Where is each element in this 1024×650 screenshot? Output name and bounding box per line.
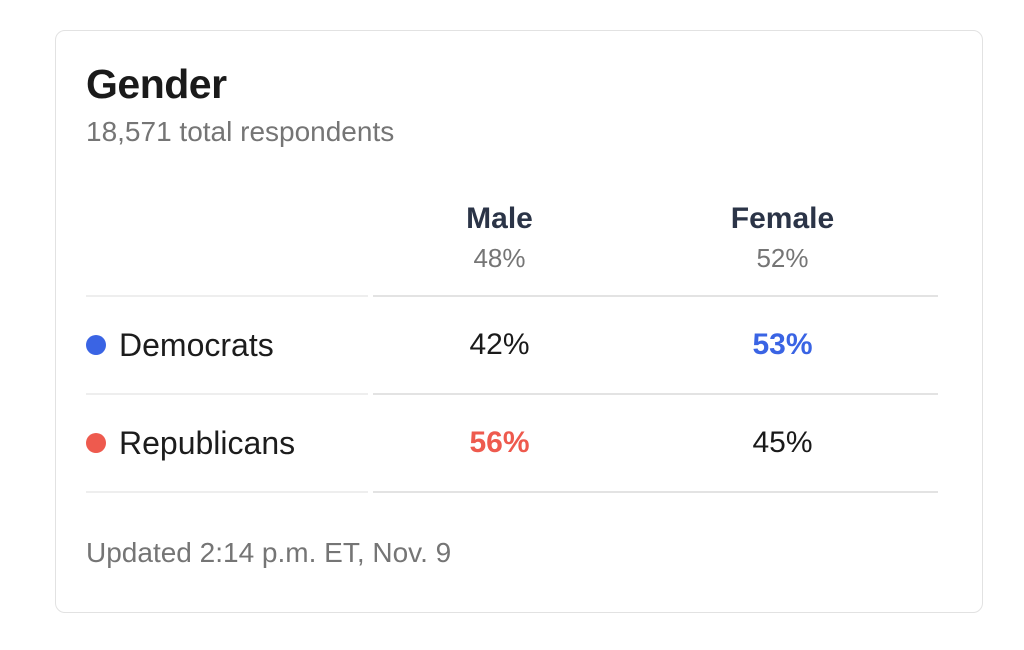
exit-poll-card: Gender 18,571 total respondents Male 48%… (55, 30, 983, 613)
updated-timestamp: Updated 2:14 p.m. ET, Nov. 9 (86, 537, 452, 569)
republicans-label-cell: Republicans (86, 427, 358, 459)
column-share-male: 48% (473, 242, 526, 273)
divider-row-1 (86, 393, 952, 396)
column-share-female: 52% (756, 242, 809, 273)
divider-header (86, 295, 952, 298)
column-female: Female 52% (641, 202, 924, 273)
democrats-label-cell: Democrats (86, 329, 358, 361)
party-label-democrats: Democrats (119, 327, 274, 364)
divider-row-2 (86, 491, 952, 494)
table-header-row: Male 48% Female 52% (86, 202, 952, 295)
republicans-dot-icon (86, 433, 106, 454)
democrats-male-value: 42% (469, 328, 530, 362)
column-header-male: Male (466, 202, 533, 236)
republicans-male-value: 56% (469, 426, 530, 460)
column-header-female: Female (730, 202, 835, 236)
respondents-count: 18,571 total respondents (86, 116, 395, 148)
column-male: Male 48% (358, 202, 641, 273)
republicans-female-value: 45% (752, 426, 813, 460)
democrats-female-value: 53% (752, 328, 813, 362)
card-title: Gender (86, 61, 227, 107)
table-row-democrats: Democrats 42% 53% (86, 297, 952, 393)
table-row-republicans: Republicans 56% 45% (86, 395, 952, 491)
democrats-dot-icon (86, 335, 106, 356)
party-label-republicans: Republicans (119, 425, 296, 462)
